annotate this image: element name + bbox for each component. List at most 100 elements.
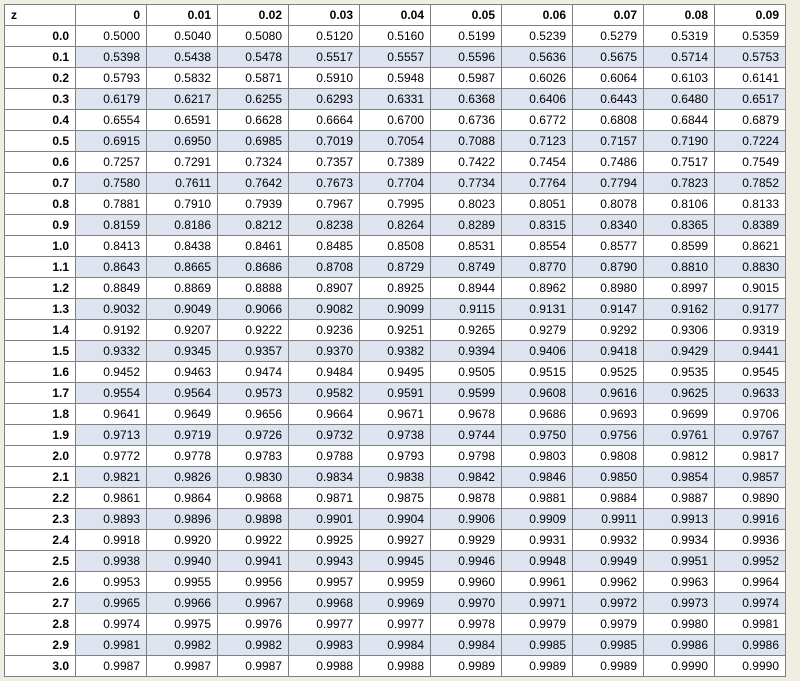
table-cell: 0.9901	[289, 509, 360, 530]
table-cell: 0.9032	[76, 299, 147, 320]
table-cell: 0.6217	[147, 89, 218, 110]
table-cell: 0.9979	[502, 614, 573, 635]
row-header: 2.4	[5, 530, 76, 551]
table-cell: 0.9969	[360, 593, 431, 614]
table-cell: 0.9987	[76, 656, 147, 677]
table-cell: 0.5398	[76, 47, 147, 68]
table-row: 1.70.95540.95640.95730.95820.95910.95990…	[5, 383, 786, 404]
table-cell: 0.6480	[644, 89, 715, 110]
table-cell: 0.9207	[147, 320, 218, 341]
table-cell: 0.8888	[218, 278, 289, 299]
table-cell: 0.9989	[573, 656, 644, 677]
row-header: 2.6	[5, 572, 76, 593]
table-cell: 0.9965	[76, 593, 147, 614]
table-cell: 0.9864	[147, 488, 218, 509]
table-cell: 0.9904	[360, 509, 431, 530]
table-cell: 0.9554	[76, 383, 147, 404]
table-cell: 0.9932	[573, 530, 644, 551]
table-cell: 0.9929	[431, 530, 502, 551]
table-cell: 0.9803	[502, 446, 573, 467]
table-cell: 0.9495	[360, 362, 431, 383]
table-cell: 0.8051	[502, 194, 573, 215]
table-cell: 0.5910	[289, 68, 360, 89]
table-cell: 0.8686	[218, 257, 289, 278]
table-cell: 0.9265	[431, 320, 502, 341]
table-cell: 0.9382	[360, 341, 431, 362]
table-cell: 0.6736	[431, 110, 502, 131]
table-cell: 0.9973	[644, 593, 715, 614]
table-cell: 0.9967	[218, 593, 289, 614]
table-cell: 0.9719	[147, 425, 218, 446]
table-cell: 0.7881	[76, 194, 147, 215]
table-cell: 0.7673	[289, 173, 360, 194]
table-cell: 0.9984	[431, 635, 502, 656]
table-cell: 0.9599	[431, 383, 502, 404]
table-cell: 0.7517	[644, 152, 715, 173]
table-cell: 0.5199	[431, 26, 502, 47]
table-cell: 0.9988	[360, 656, 431, 677]
table-cell: 0.5793	[76, 68, 147, 89]
table-cell: 0.8621	[715, 236, 786, 257]
table-cell: 0.9732	[289, 425, 360, 446]
row-header: 0.1	[5, 47, 76, 68]
table-cell: 0.7734	[431, 173, 502, 194]
table-cell: 0.8438	[147, 236, 218, 257]
table-cell: 0.9906	[431, 509, 502, 530]
table-cell: 0.9956	[218, 572, 289, 593]
table-cell: 0.9985	[502, 635, 573, 656]
table-cell: 0.9871	[289, 488, 360, 509]
table-cell: 0.9898	[218, 509, 289, 530]
table-cell: 0.7967	[289, 194, 360, 215]
table-row: 1.20.88490.88690.88880.89070.89250.89440…	[5, 278, 786, 299]
table-row: 2.90.99810.99820.99820.99830.99840.99840…	[5, 635, 786, 656]
table-cell: 0.9946	[431, 551, 502, 572]
table-cell: 0.7324	[218, 152, 289, 173]
table-cell: 0.7389	[360, 152, 431, 173]
table-row: 2.80.99740.99750.99760.99770.99770.99780…	[5, 614, 786, 635]
table-cell: 0.9981	[76, 635, 147, 656]
column-header: 0.05	[431, 5, 502, 26]
table-cell: 0.9964	[715, 572, 786, 593]
table-row: 1.30.90320.90490.90660.90820.90990.91150…	[5, 299, 786, 320]
table-cell: 0.7764	[502, 173, 573, 194]
table-cell: 0.9884	[573, 488, 644, 509]
table-cell: 0.9846	[502, 467, 573, 488]
table-cell: 0.9893	[76, 509, 147, 530]
table-cell: 0.6103	[644, 68, 715, 89]
table-cell: 0.8849	[76, 278, 147, 299]
table-cell: 0.7939	[218, 194, 289, 215]
row-header: 0.6	[5, 152, 76, 173]
table-cell: 0.5279	[573, 26, 644, 47]
row-header: 1.1	[5, 257, 76, 278]
table-cell: 0.5120	[289, 26, 360, 47]
row-header: 0.2	[5, 68, 76, 89]
table-cell: 0.9015	[715, 278, 786, 299]
row-header: 1.7	[5, 383, 76, 404]
table-cell: 0.9147	[573, 299, 644, 320]
table-cell: 0.9982	[218, 635, 289, 656]
table-cell: 0.9678	[431, 404, 502, 425]
table-cell: 0.9909	[502, 509, 573, 530]
row-header: 2.5	[5, 551, 76, 572]
table-cell: 0.9713	[76, 425, 147, 446]
table-cell: 0.9738	[360, 425, 431, 446]
table-cell: 0.7190	[644, 131, 715, 152]
table-cell: 0.9842	[431, 467, 502, 488]
table-cell: 0.9987	[218, 656, 289, 677]
table-cell: 0.9854	[644, 467, 715, 488]
table-cell: 0.5948	[360, 68, 431, 89]
table-cell: 0.5160	[360, 26, 431, 47]
table-row: 2.40.99180.99200.99220.99250.99270.99290…	[5, 530, 786, 551]
row-header: 1.8	[5, 404, 76, 425]
table-cell: 0.9357	[218, 341, 289, 362]
table-cell: 0.9515	[502, 362, 573, 383]
table-cell: 0.8907	[289, 278, 360, 299]
table-cell: 0.6141	[715, 68, 786, 89]
row-header: 2.3	[5, 509, 76, 530]
table-cell: 0.9706	[715, 404, 786, 425]
table-cell: 0.7642	[218, 173, 289, 194]
table-cell: 0.5000	[76, 26, 147, 47]
table-cell: 0.9857	[715, 467, 786, 488]
table-cell: 0.8023	[431, 194, 502, 215]
table-cell: 0.9699	[644, 404, 715, 425]
